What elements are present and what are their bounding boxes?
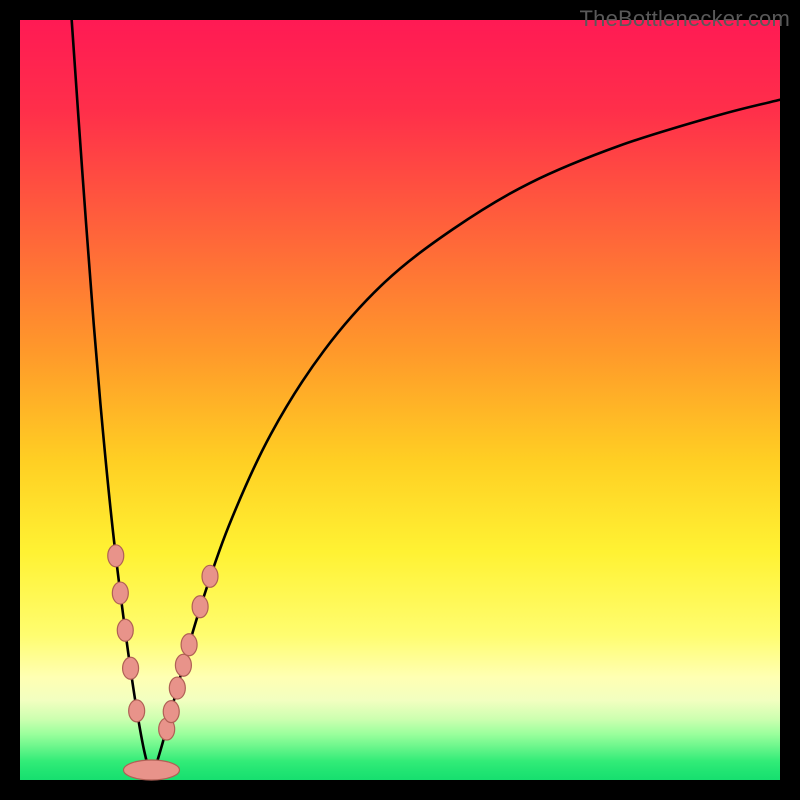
marker-left-0 <box>108 545 124 567</box>
marker-left-4 <box>129 700 145 722</box>
marker-right-6 <box>202 565 218 587</box>
marker-right-3 <box>175 654 191 676</box>
marker-left-2 <box>117 619 133 641</box>
marker-right-5 <box>192 596 208 618</box>
chart-frame: TheBottlenecker.com <box>0 0 800 800</box>
marker-bottom-capsule <box>123 760 179 780</box>
marker-left-3 <box>123 657 139 679</box>
marker-right-1 <box>163 701 179 723</box>
chart-svg <box>0 0 800 800</box>
marker-right-4 <box>181 634 197 656</box>
marker-right-2 <box>169 677 185 699</box>
marker-left-1 <box>112 582 128 604</box>
